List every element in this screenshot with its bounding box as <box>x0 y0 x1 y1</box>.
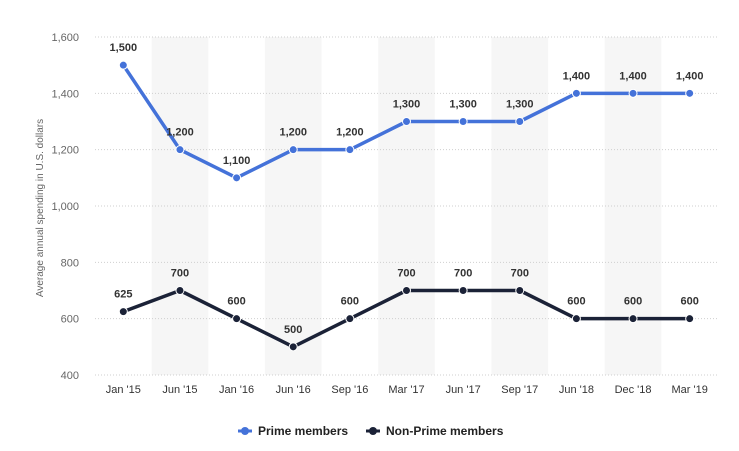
data-label: 1,200 <box>336 127 364 139</box>
data-label: 700 <box>397 268 415 280</box>
data-point <box>571 88 581 98</box>
legend-marker-1 <box>369 427 377 435</box>
data-label: 700 <box>511 268 529 280</box>
x-axis-ticks: Jan '15 Jun '15 Jan '16 Jun '16 Sep '16 Mar '… <box>106 384 708 396</box>
x-tick-label: Jun '15 <box>162 384 197 396</box>
x-tick-label: Sep '16 <box>331 384 368 396</box>
x-tick-label: Mar '19 <box>672 384 708 396</box>
y-axis-ticks: 400 600 800 1,000 1,200 1,400 1,600 <box>51 32 79 382</box>
series-group <box>118 60 695 352</box>
data-label: 600 <box>567 296 585 308</box>
data-point <box>118 60 128 70</box>
data-point <box>288 342 298 352</box>
data-point <box>345 314 355 324</box>
data-label: 500 <box>284 324 302 336</box>
data-label: 700 <box>171 268 189 280</box>
data-label: 1,300 <box>393 99 421 111</box>
x-tick-label: Dec '18 <box>615 384 652 396</box>
data-label: 1,400 <box>619 70 647 82</box>
x-tick-label: Jan '15 <box>106 384 141 396</box>
data-point <box>232 314 242 324</box>
data-point <box>628 88 638 98</box>
data-label: 1,300 <box>506 99 534 111</box>
y-tick-label: 1,200 <box>51 145 79 157</box>
data-point <box>232 173 242 183</box>
legend[interactable]: Prime members Non-Prime members <box>238 424 504 438</box>
data-label: 1,100 <box>223 155 251 167</box>
y-tick-label: 1,600 <box>51 32 79 44</box>
x-tick-label: Sep '17 <box>501 384 538 396</box>
x-tick-label: Jun '17 <box>446 384 481 396</box>
data-label: 700 <box>454 268 472 280</box>
data-point <box>685 314 695 324</box>
data-label: 1,400 <box>676 70 704 82</box>
data-labels: 1,500 1,200 1,100 1,200 1,200 1,300 1,300 1,300… <box>110 42 704 336</box>
x-tick-label: Mar '17 <box>388 384 424 396</box>
y-axis-title: Average annual spending in U.S. dollars <box>35 119 46 297</box>
legend-marker-0 <box>241 427 249 435</box>
category-band <box>604 37 662 375</box>
y-tick-label: 800 <box>61 257 79 269</box>
data-point <box>288 145 298 155</box>
data-point <box>515 117 525 126</box>
data-label: 600 <box>681 296 699 308</box>
data-point <box>458 286 468 295</box>
data-label: 625 <box>114 289 132 301</box>
y-tick-label: 1,400 <box>51 88 79 100</box>
data-label: 1,400 <box>563 70 591 82</box>
y-tick-label: 1,000 <box>51 201 79 213</box>
data-point <box>402 117 411 126</box>
data-point <box>118 307 128 317</box>
data-point <box>402 286 411 295</box>
legend-item-label: Prime members <box>258 424 348 438</box>
y-tick-label: 400 <box>61 370 79 382</box>
data-point <box>515 286 525 295</box>
x-tick-label: Jan '16 <box>219 384 254 396</box>
data-label: 1,300 <box>449 99 477 111</box>
x-tick-label: Jun '16 <box>276 384 311 396</box>
data-label: 1,200 <box>166 127 194 139</box>
data-label: 600 <box>341 296 359 308</box>
data-point <box>628 314 638 324</box>
data-point <box>175 145 185 155</box>
data-label: 600 <box>227 296 245 308</box>
legend-item-label: Non-Prime members <box>386 424 504 438</box>
data-label: 1,500 <box>110 42 138 54</box>
data-label: 600 <box>624 296 642 308</box>
data-point <box>458 117 468 126</box>
data-label: 1,200 <box>279 127 307 139</box>
y-tick-label: 600 <box>61 314 79 326</box>
data-point <box>345 145 355 155</box>
data-point <box>571 314 581 324</box>
data-point <box>685 88 695 98</box>
x-tick-label: Jun '18 <box>559 384 594 396</box>
data-point <box>175 286 185 295</box>
